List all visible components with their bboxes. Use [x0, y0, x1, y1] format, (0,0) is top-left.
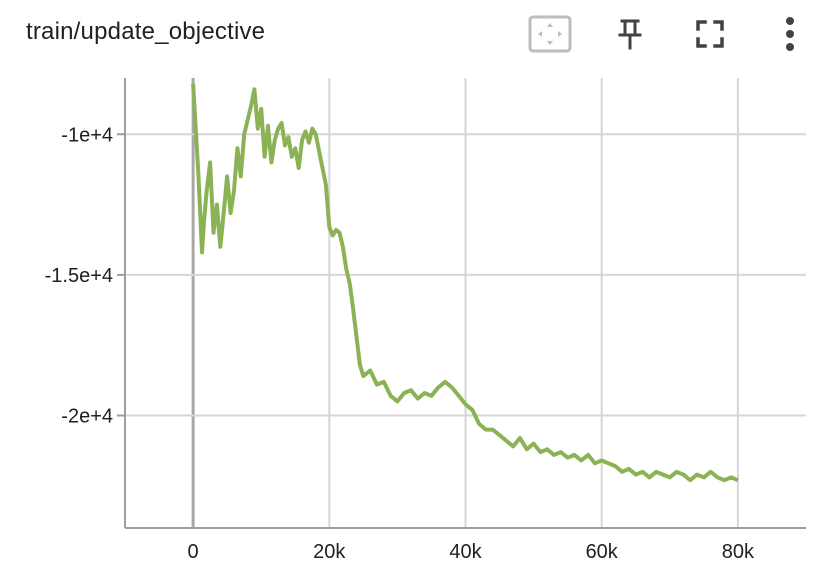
- y-tick-labels: -1e+4 -1.5e+4 -2e+4: [45, 124, 113, 427]
- line-chart[interactable]: 0 20k 40k 60k 80k -1e+4 -1.5e+4 -2e+4: [0, 64, 832, 582]
- fullscreen-button[interactable]: [688, 14, 732, 54]
- pin-button[interactable]: [608, 14, 652, 54]
- chart-title: train/update_objective: [26, 16, 265, 48]
- x-tick-label: 80k: [722, 541, 755, 563]
- more-vert-icon: [785, 16, 795, 52]
- axes: [117, 78, 806, 528]
- grid: [125, 78, 806, 528]
- y-tick-label: -1.5e+4: [45, 265, 113, 287]
- fullscreen-icon: [695, 19, 725, 49]
- chart-area[interactable]: 0 20k 40k 60k 80k -1e+4 -1.5e+4 -2e+4: [0, 64, 832, 582]
- x-tick-labels: 0 20k 40k 60k 80k: [188, 541, 755, 563]
- x-tick-label: 20k: [313, 541, 346, 563]
- y-tick-label: -1e+4: [61, 124, 113, 146]
- fit-domain-button[interactable]: [528, 14, 572, 54]
- x-tick-label: 40k: [449, 541, 482, 563]
- chart-toolbar: [528, 14, 812, 54]
- more-options-button[interactable]: [768, 14, 812, 54]
- x-tick-label: 60k: [586, 541, 619, 563]
- fit-domain-icon: [528, 15, 572, 53]
- pin-icon: [616, 18, 644, 50]
- x-tick-label: 0: [188, 541, 199, 563]
- y-tick-label: -2e+4: [61, 406, 113, 428]
